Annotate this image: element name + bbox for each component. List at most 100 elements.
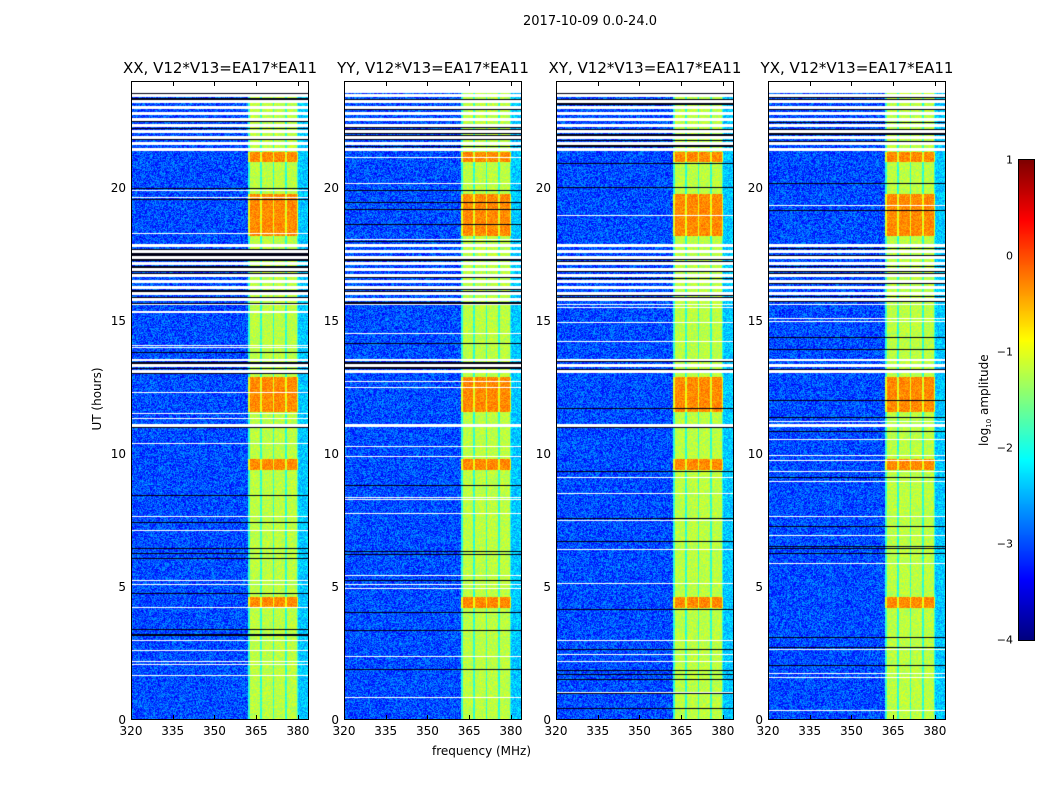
x-tick-label: 365 bbox=[457, 724, 481, 738]
y-tick-label: 20 bbox=[323, 180, 339, 195]
x-tick-mark bbox=[214, 715, 216, 720]
x-tick-mark bbox=[851, 715, 853, 720]
x-tick-label: 365 bbox=[244, 724, 268, 738]
x-tick-mark bbox=[639, 715, 641, 720]
y-tick-label: 10 bbox=[535, 446, 551, 461]
x-tick-mark bbox=[469, 715, 471, 720]
x-tick-mark bbox=[597, 715, 599, 720]
x-tick-mark bbox=[172, 81, 174, 86]
x-tick-mark bbox=[469, 81, 471, 86]
spectrogram-heatmap bbox=[769, 82, 945, 719]
spectrogram-heatmap bbox=[132, 82, 308, 719]
x-tick-label: 320 bbox=[544, 724, 568, 738]
x-tick-mark bbox=[639, 81, 641, 86]
x-tick-label: 350 bbox=[839, 724, 863, 738]
x-tick-label: 350 bbox=[202, 724, 226, 738]
x-tick-mark bbox=[934, 715, 936, 720]
y-tick-label: 5 bbox=[755, 579, 763, 594]
colorbar-tick-label: −1 bbox=[996, 345, 1013, 359]
x-tick-label: 335 bbox=[161, 724, 185, 738]
y-tick-label: 20 bbox=[110, 180, 126, 195]
x-tick-mark bbox=[681, 81, 683, 86]
x-tick-mark bbox=[510, 81, 512, 86]
x-tick-mark bbox=[893, 81, 895, 86]
x-tick-mark bbox=[427, 715, 429, 720]
spectrogram-heatmap bbox=[557, 82, 733, 719]
panel-title: YX, V12*V13=EA17*EA11 bbox=[760, 59, 954, 77]
x-tick-mark bbox=[256, 715, 258, 720]
x-tick-label: 335 bbox=[374, 724, 398, 738]
y-tick-label: 5 bbox=[118, 579, 126, 594]
x-tick-label: 365 bbox=[881, 724, 905, 738]
y-tick-label: 20 bbox=[747, 180, 763, 195]
y-tick-label: 20 bbox=[535, 180, 551, 195]
x-tick-mark bbox=[681, 715, 683, 720]
x-tick-mark bbox=[385, 715, 387, 720]
spectrogram-panel bbox=[556, 81, 734, 720]
x-tick-mark bbox=[297, 715, 299, 720]
y-tick-label: 10 bbox=[323, 446, 339, 461]
colorbar-gradient bbox=[1019, 160, 1034, 640]
x-tick-label: 350 bbox=[415, 724, 439, 738]
y-tick-label: 0 bbox=[331, 713, 339, 727]
x-tick-label: 380 bbox=[286, 724, 310, 738]
x-tick-mark bbox=[556, 715, 557, 720]
y-tick-label: 0 bbox=[755, 713, 763, 727]
panel-title: YY, V12*V13=EA17*EA11 bbox=[337, 59, 529, 77]
x-tick-mark bbox=[256, 81, 258, 86]
x-tick-mark bbox=[427, 81, 429, 86]
x-tick-mark bbox=[385, 81, 387, 86]
panel-title: XY, V12*V13=EA17*EA11 bbox=[548, 59, 742, 77]
x-tick-mark bbox=[172, 715, 174, 720]
y-tick-label: 10 bbox=[110, 446, 126, 461]
x-tick-mark bbox=[297, 81, 299, 86]
spectrogram-panel bbox=[344, 81, 522, 720]
x-tick-label: 320 bbox=[119, 724, 143, 738]
y-tick-label: 5 bbox=[543, 579, 551, 594]
colorbar-tick-label: −4 bbox=[996, 633, 1013, 647]
x-tick-label: 335 bbox=[798, 724, 822, 738]
x-tick-label: 320 bbox=[756, 724, 780, 738]
y-tick-label: 15 bbox=[747, 313, 763, 328]
x-tick-mark bbox=[809, 81, 811, 86]
y-tick-label: 10 bbox=[747, 446, 763, 461]
x-tick-label: 365 bbox=[669, 724, 693, 738]
colorbar-tick-label: −3 bbox=[996, 537, 1013, 551]
x-tick-mark bbox=[214, 81, 216, 86]
figure-title: 2017-10-09 0.0-24.0 bbox=[523, 14, 657, 29]
x-tick-label: 350 bbox=[627, 724, 651, 738]
x-tick-label: 380 bbox=[923, 724, 947, 738]
y-tick-label: 15 bbox=[535, 313, 551, 328]
x-tick-mark bbox=[344, 81, 345, 86]
x-tick-mark bbox=[768, 715, 769, 720]
y-tick-label: 15 bbox=[110, 313, 126, 328]
x-tick-mark bbox=[344, 715, 345, 720]
y-tick-label: 5 bbox=[331, 579, 339, 594]
x-tick-mark bbox=[597, 81, 599, 86]
x-tick-mark bbox=[809, 715, 811, 720]
x-tick-label: 335 bbox=[586, 724, 610, 738]
x-tick-mark bbox=[131, 81, 132, 86]
x-tick-mark bbox=[131, 715, 132, 720]
y-axis-label: UT (hours) bbox=[90, 367, 104, 431]
x-axis-label: frequency (MHz) bbox=[432, 744, 532, 758]
x-tick-mark bbox=[510, 715, 512, 720]
colorbar-tick-label: 0 bbox=[1006, 249, 1013, 263]
x-tick-label: 380 bbox=[711, 724, 735, 738]
colorbar bbox=[1018, 159, 1035, 641]
y-tick-label: 0 bbox=[118, 713, 126, 727]
x-tick-label: 380 bbox=[499, 724, 523, 738]
y-tick-label: 15 bbox=[323, 313, 339, 328]
spectrogram-panel bbox=[131, 81, 309, 720]
x-tick-mark bbox=[934, 81, 936, 86]
x-tick-mark bbox=[722, 81, 724, 86]
colorbar-label: log10 amplitude bbox=[976, 354, 994, 447]
spectrogram-panel bbox=[768, 81, 946, 720]
x-tick-mark bbox=[556, 81, 557, 86]
x-tick-mark bbox=[893, 715, 895, 720]
y-tick-label: 0 bbox=[543, 713, 551, 727]
x-tick-mark bbox=[722, 715, 724, 720]
colorbar-tick-label: −2 bbox=[996, 441, 1013, 455]
spectrogram-heatmap bbox=[345, 82, 521, 719]
